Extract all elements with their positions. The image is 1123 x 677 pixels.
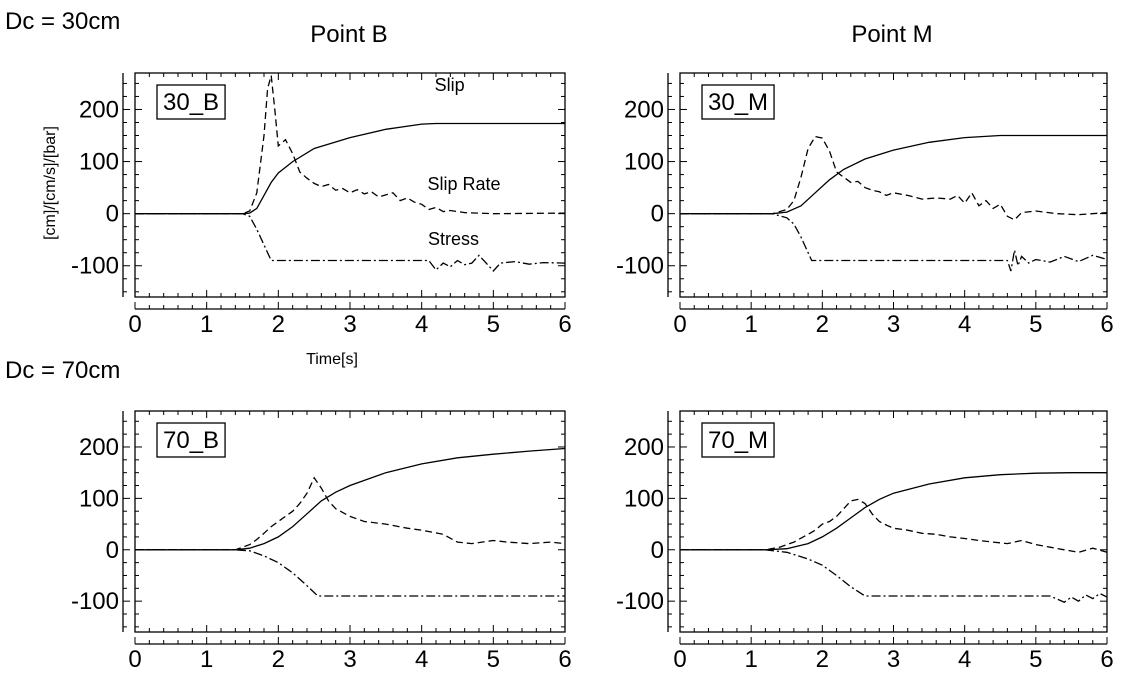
chart-panel-30-m: 0 1 2 3 4 5 6 -100 0 100 200 30_M bbox=[616, 72, 1114, 338]
x-tick-label: 1 bbox=[744, 311, 757, 338]
column-title-point-m: Point M bbox=[851, 21, 932, 48]
x-tick-label: 6 bbox=[1100, 311, 1113, 338]
chart-panel-30-b: 0 1 2 3 4 5 6 -100 0 100 200 30_B Slip Slip Rate Stres… bbox=[71, 72, 572, 338]
series-slip-rate bbox=[135, 476, 566, 551]
y-tick-label: 100 bbox=[79, 485, 119, 512]
series-slip-rate bbox=[135, 75, 566, 215]
series-slip-rate bbox=[680, 135, 1108, 221]
annotation-slip-rate: Slip Rate bbox=[427, 174, 500, 194]
panel-label: 30_B bbox=[163, 89, 219, 116]
annotation-stress: Stress bbox=[428, 229, 479, 249]
x-tick-label: 6 bbox=[558, 646, 571, 673]
y-tick-label: 0 bbox=[106, 537, 119, 564]
panel-label-box bbox=[156, 84, 226, 120]
x-tick-label: 1 bbox=[744, 646, 757, 673]
chart-panel-70-m: 0 1 2 3 4 5 6 -100 0 100 200 70_M bbox=[616, 410, 1114, 673]
series-slip-rate bbox=[680, 498, 1108, 553]
panel-label: 70_B bbox=[163, 427, 219, 454]
y-tick-label: 100 bbox=[624, 485, 664, 512]
x-tick-label: 0 bbox=[673, 646, 686, 673]
x-tick-label: 3 bbox=[887, 311, 900, 338]
panel-label-box bbox=[701, 422, 775, 458]
x-tick-label: 3 bbox=[343, 311, 356, 338]
annotation-slip: Slip bbox=[435, 75, 465, 95]
series-slip bbox=[680, 134, 1107, 215]
y-tick-label: -100 bbox=[616, 588, 664, 615]
chart-panel-70-b: 0 1 2 3 4 5 6 -100 0 100 200 70_B bbox=[71, 410, 572, 673]
x-tick-label: 1 bbox=[200, 646, 213, 673]
y-tick-label: 0 bbox=[651, 201, 664, 228]
y-tick-label: 100 bbox=[79, 149, 119, 176]
x-tick-label: 1 bbox=[200, 311, 213, 338]
y-tick-label: 200 bbox=[624, 434, 664, 461]
series-stress bbox=[680, 213, 1108, 272]
row-title-dc70: Dc = 70cm bbox=[5, 357, 120, 384]
x-tick-label: 5 bbox=[1029, 311, 1042, 338]
y-tick-label: 200 bbox=[624, 96, 664, 123]
series-stress bbox=[135, 549, 565, 597]
y-tick-label: 100 bbox=[624, 149, 664, 176]
y-tick-label: 200 bbox=[79, 96, 119, 123]
x-axis-label: Time[s] bbox=[306, 351, 358, 368]
column-title-point-b: Point B bbox=[310, 21, 387, 48]
x-tick-label: 3 bbox=[343, 646, 356, 673]
y-tick-label: -100 bbox=[616, 253, 664, 280]
y-tick-label: -100 bbox=[71, 588, 119, 615]
y-tick-label: -100 bbox=[71, 253, 119, 280]
series-slip bbox=[680, 472, 1107, 551]
x-tick-label: 0 bbox=[128, 311, 141, 338]
x-tick-label: 4 bbox=[958, 646, 971, 673]
series-stress bbox=[135, 213, 566, 272]
x-tick-label: 6 bbox=[558, 311, 571, 338]
x-tick-label: 3 bbox=[887, 646, 900, 673]
x-tick-label: 0 bbox=[128, 646, 141, 673]
x-tick-label: 4 bbox=[415, 646, 428, 673]
x-tick-label: 5 bbox=[487, 311, 500, 338]
x-tick-label: 2 bbox=[816, 311, 829, 338]
panel-label-box bbox=[701, 84, 775, 120]
x-tick-label: 2 bbox=[272, 311, 285, 338]
y-tick-label: 200 bbox=[79, 434, 119, 461]
y-axis-label: [cm]/[cm/s]/[bar] bbox=[42, 126, 59, 240]
series-stress bbox=[680, 549, 1108, 603]
x-tick-label: 6 bbox=[1100, 646, 1113, 673]
x-tick-label: 4 bbox=[958, 311, 971, 338]
panel-label-box bbox=[156, 422, 226, 458]
x-tick-label: 4 bbox=[415, 311, 428, 338]
panel-label: 70_M bbox=[708, 427, 768, 454]
x-tick-label: 0 bbox=[673, 311, 686, 338]
y-tick-label: 0 bbox=[651, 537, 664, 564]
series-slip bbox=[135, 122, 565, 215]
x-tick-label: 5 bbox=[1029, 646, 1042, 673]
x-tick-label: 5 bbox=[487, 646, 500, 673]
x-tick-label: 2 bbox=[816, 646, 829, 673]
x-tick-label: 2 bbox=[272, 646, 285, 673]
panel-label: 30_M bbox=[708, 89, 768, 116]
y-tick-label: 0 bbox=[106, 201, 119, 228]
series-slip bbox=[135, 447, 566, 551]
row-title-dc30: Dc = 30cm bbox=[5, 8, 120, 35]
